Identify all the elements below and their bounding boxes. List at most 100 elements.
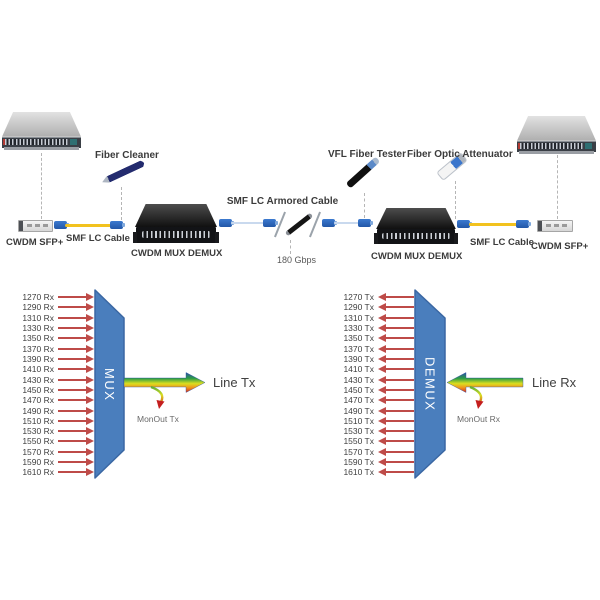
arrow-left-icon xyxy=(378,354,414,363)
channel-label: 1430 Rx xyxy=(22,374,54,385)
connector-line xyxy=(364,193,365,218)
channel-label: 1390 Rx xyxy=(22,353,54,364)
arrow-right-icon xyxy=(58,396,94,405)
arrow-right-icon xyxy=(58,447,94,456)
arrow-left-icon xyxy=(378,344,414,353)
channel-label: 1570 Tx xyxy=(343,446,374,457)
rack-ear xyxy=(133,231,137,243)
channel-label: 1270 Tx xyxy=(343,292,374,302)
lc-connector-icon xyxy=(263,219,278,227)
attenuator-label: Fiber Optic Attenuator xyxy=(407,149,513,160)
device-ports xyxy=(141,231,211,238)
fiber-patch-cable xyxy=(334,222,360,224)
arrow-left-icon xyxy=(378,416,414,425)
mux-shape-label: MUX xyxy=(102,367,117,402)
arrow-left-icon xyxy=(378,468,414,477)
left-sfp-label: CWDM SFP+ xyxy=(6,237,64,248)
arrow-left-icon xyxy=(378,293,414,301)
arrow-right-icon xyxy=(58,416,94,425)
lc-connector-icon xyxy=(110,221,125,229)
arrow-left-icon xyxy=(378,437,414,446)
channel-row: 1470 Rx xyxy=(18,395,94,405)
channel-row: 1550 Tx xyxy=(338,436,414,446)
channel-row: 1330 Tx xyxy=(338,323,414,333)
channel-row: 1490 Rx xyxy=(18,406,94,416)
arrow-right-icon xyxy=(58,458,94,467)
channel-row: 1570 Tx xyxy=(338,447,414,457)
arrow-left-icon xyxy=(378,396,414,405)
sfp-transceiver-right xyxy=(537,220,573,232)
channel-label: 1490 Tx xyxy=(343,405,374,416)
channel-label: 1410 Tx xyxy=(343,364,374,375)
channel-label: 1450 Rx xyxy=(22,384,54,395)
channel-label: 1430 Tx xyxy=(343,374,374,385)
channel-row: 1550 Rx xyxy=(18,436,94,446)
connector-line xyxy=(557,155,558,219)
line-rx-arrow-icon xyxy=(446,372,524,393)
channel-label: 1530 Rx xyxy=(22,426,54,437)
arrow-right-icon xyxy=(58,468,94,477)
arrow-right-icon xyxy=(58,344,94,353)
switch-ports xyxy=(5,139,69,145)
channel-label: 1530 Tx xyxy=(343,426,374,437)
left-cable-label: SMF LC Cable xyxy=(66,233,130,244)
right-sfp-label: CWDM SFP+ xyxy=(531,241,589,252)
line-tx-arrow-icon xyxy=(123,372,206,393)
arrow-left-icon xyxy=(378,375,414,384)
rack-ear xyxy=(374,233,378,245)
arrow-right-icon xyxy=(58,437,94,446)
channel-row: 1270 Rx xyxy=(18,292,94,302)
arrow-right-icon xyxy=(58,354,94,363)
switch-sfp-cage xyxy=(69,139,78,145)
ethernet-switch-right xyxy=(517,116,596,156)
fiber-patch-cable xyxy=(231,222,265,224)
channel-label: 1370 Rx xyxy=(22,343,54,354)
connector-line xyxy=(455,181,456,219)
channel-row: 1350 Rx xyxy=(18,333,94,343)
switch-top-face xyxy=(2,112,81,137)
channel-label: 1330 Tx xyxy=(343,322,374,333)
channel-label: 1370 Tx xyxy=(343,343,374,354)
device-ports xyxy=(382,233,450,240)
channel-label: 1350 Tx xyxy=(343,333,374,344)
channel-label: 1410 Rx xyxy=(22,364,54,375)
arrow-right-icon xyxy=(58,293,94,301)
switch-base xyxy=(3,147,80,150)
channel-label: 1590 Tx xyxy=(343,457,374,468)
channel-row: 1470 Tx xyxy=(338,395,414,405)
channel-row: 1330 Rx xyxy=(18,323,94,333)
channel-label: 1570 Rx xyxy=(22,446,54,457)
arrow-right-icon xyxy=(58,313,94,322)
demux-shape-label: DEMUX xyxy=(422,356,438,412)
switch-led xyxy=(3,139,5,145)
arrow-left-icon xyxy=(378,323,414,332)
channel-row: 1370 Tx xyxy=(338,344,414,354)
channel-row: 1590 Rx xyxy=(18,457,94,467)
channel-row: 1530 Rx xyxy=(18,426,94,436)
lc-connector-icon xyxy=(516,220,531,228)
connector-line xyxy=(121,187,122,220)
arrow-right-icon xyxy=(58,385,94,394)
monout-tx-arrowhead-icon xyxy=(156,400,165,409)
channel-label: 1450 Tx xyxy=(343,384,374,395)
switch-sfp-cage xyxy=(584,143,593,149)
switch-base xyxy=(518,151,595,154)
arrow-left-icon xyxy=(378,334,414,343)
arrow-right-icon xyxy=(58,365,94,374)
channel-label: 1550 Rx xyxy=(22,436,54,447)
fiber-cable-yellow xyxy=(469,223,517,226)
channel-label: 1310 Tx xyxy=(343,312,374,323)
line-rx-label: Line Rx xyxy=(532,375,577,390)
channel-label: 1290 Rx xyxy=(22,302,54,313)
vfl-tester-label: VFL Fiber Tester xyxy=(328,149,406,160)
arrow-left-icon xyxy=(378,406,414,415)
channel-row: 1450 Tx xyxy=(338,385,414,395)
channel-row: 1510 Tx xyxy=(338,416,414,426)
arrow-right-icon xyxy=(58,303,94,312)
channel-row: 1610 Rx xyxy=(18,467,94,477)
channel-label: 1350 Rx xyxy=(22,333,54,344)
channel-row: 1410 Tx xyxy=(338,364,414,374)
channel-label: 1310 Rx xyxy=(22,312,54,323)
